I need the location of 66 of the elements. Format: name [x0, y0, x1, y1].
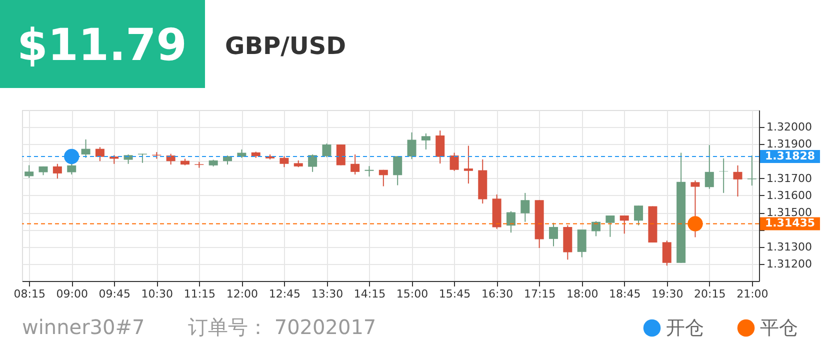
y-tick-label: 1.32000	[766, 120, 812, 134]
candlestick	[450, 152, 459, 172]
x-tick-label: 21:00	[736, 288, 768, 300]
candlestick	[436, 130, 445, 164]
y-tick-label: 1.31900	[766, 138, 812, 151]
chart-title: GBP/USD	[225, 32, 346, 60]
candlestick	[95, 146, 104, 162]
candlestick	[407, 132, 416, 160]
candlestick	[81, 138, 90, 158]
x-tick-label: 19:30	[652, 288, 684, 300]
candlestick	[704, 144, 714, 190]
candlestick	[690, 180, 700, 238]
x-tick-label: 18:00	[566, 288, 598, 300]
y-tick-label: 1.31600	[766, 189, 812, 202]
legend-label: 开仓	[666, 317, 704, 339]
candlestick	[634, 205, 644, 226]
x-tick-label: 16:30	[481, 288, 514, 300]
ref-line-label: 1.31435	[764, 216, 816, 230]
candlestick	[336, 144, 346, 166]
ref-line-label: 1.31828	[764, 150, 816, 163]
x-tick-label: 15:45	[438, 288, 471, 300]
y-tick-label: 1.31500	[766, 206, 812, 220]
candlestick	[577, 229, 586, 258]
x-tick-label: 09:45	[98, 288, 130, 300]
y-tick-label: 1.31300	[766, 240, 812, 254]
candlestick	[548, 222, 558, 247]
candlestick	[378, 169, 388, 187]
candlestick	[592, 220, 601, 237]
candlestick	[24, 164, 34, 178]
x-tick-label: 20:15	[694, 288, 726, 300]
candlestick	[620, 215, 629, 234]
candlestick	[747, 154, 756, 186]
candlestick	[719, 158, 728, 194]
candlestick	[393, 156, 402, 186]
x-tick-label: 11:15	[184, 288, 216, 300]
candlestick	[308, 154, 318, 172]
y-tick-label: 1.31200	[766, 257, 812, 270]
x-tick-label: 15:00	[396, 288, 428, 300]
candlestick	[280, 156, 289, 168]
text: $11.79	[17, 20, 187, 71]
text: 订单号： 70202017	[188, 315, 376, 339]
candlestick	[520, 192, 530, 222]
candlestick	[67, 162, 76, 175]
candlestick	[364, 166, 374, 178]
candlestick	[464, 145, 473, 184]
x-tick-label: 12:00	[226, 288, 258, 300]
legend-label: 平仓	[760, 317, 798, 339]
candlestick	[506, 210, 516, 234]
text: winner30#7	[22, 315, 145, 339]
candlestick	[350, 154, 360, 175]
candlestick	[662, 240, 672, 266]
candlestick	[733, 164, 742, 198]
candlestick	[606, 215, 615, 238]
x-tick-label: 18:45	[609, 288, 641, 300]
candlestick	[421, 132, 430, 150]
x-tick-label: 09:00	[56, 288, 88, 300]
x-tick-label: 14:15	[354, 288, 386, 300]
x-tick-label: 17:15	[524, 288, 556, 300]
x-tick-label: 08:15	[14, 288, 46, 300]
candlestick	[52, 163, 62, 180]
x-tick-label: 13:30	[311, 288, 344, 300]
candlestick	[124, 154, 133, 164]
x-tick-label: 12:45	[268, 288, 301, 300]
x-tick-label: 10:30	[141, 288, 173, 300]
candlestick	[322, 143, 332, 158]
y-tick-label: 1.31700	[766, 172, 812, 185]
